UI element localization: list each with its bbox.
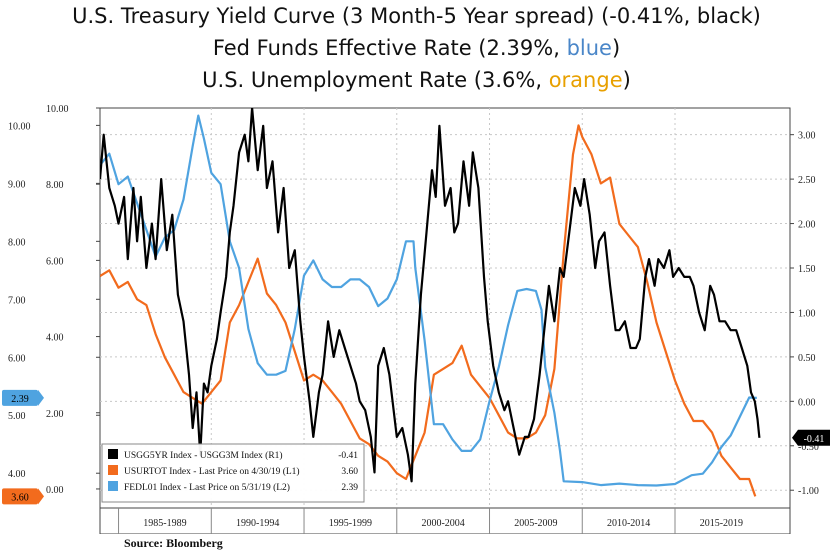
right-tick-label: -0.50 [798, 442, 819, 453]
spread-tag-box [792, 429, 830, 446]
source-note: Source: Bloomberg [124, 536, 223, 550]
right-axis-spread: 3.00 2.50 2.00 1.50 1.00 0.50 0.00 -0.50 -1.00 [790, 131, 819, 497]
left-ff-tick-label: 10.00 [46, 104, 69, 115]
unemp-tag-arrow [38, 488, 44, 505]
left-unemp-tick-label: 8.00 [8, 237, 26, 248]
chart-svg: 10.00 9.00 8.00 7.00 6.00 5.00 4.00 10.00 8.00 6… [2, 104, 830, 534]
right-tick-label: -1.00 [798, 486, 819, 497]
series-line-1 [100, 124, 757, 497]
left-axis-fedfunds: 10.00 8.00 6.00 4.00 2.00 0.00 [46, 104, 100, 496]
legend-swatch [108, 481, 118, 491]
left-ff-tick-label: 2.00 [46, 409, 64, 420]
legend-label: USGG5YR Index - USGG3M Index (R1) [124, 450, 283, 461]
unemp-tag-label: 3.60 [11, 492, 29, 503]
title-line-3-highlight: orange [548, 68, 623, 92]
left-ff-tick-label: 4.00 [46, 333, 64, 344]
title-line-3-suffix: ) [622, 68, 631, 92]
legend-value: 2.39 [341, 483, 358, 493]
left-unemp-tick-label: 6.00 [8, 353, 26, 364]
left-unemp-tick-label: 7.00 [8, 295, 26, 306]
left-ff-tick-label: 8.00 [46, 180, 64, 191]
right-tick-label: 0.50 [798, 353, 816, 364]
right-tick-label: 0.00 [798, 397, 816, 408]
chart-titles: U.S. Treasury Yield Curve (3 Month-5 Yea… [0, 0, 833, 96]
legend-label: FEDL01 Index - Last Price on 5/31/19 (L2… [124, 482, 290, 493]
chart-title-line-1: U.S. Treasury Yield Curve (3 Month-5 Yea… [0, 0, 833, 32]
right-tick-label: 2.50 [798, 175, 816, 186]
x-tick-label: 1995-1999 [329, 518, 372, 529]
fedfunds-tag-arrow [38, 389, 44, 406]
x-tick-label: 2015-2019 [700, 518, 743, 529]
fedfunds-tag-box [2, 389, 38, 406]
chart-title-line-2: Fed Funds Effective Rate (2.39%, blue) [0, 32, 833, 64]
legend: USGG5YR Index - USGG3M Index (R1) -0.41 US… [101, 443, 365, 503]
last-value-tags: 2.39 3.60 -0.41 [2, 389, 830, 505]
unemp-tag-box [2, 488, 38, 505]
spread-tag-label: -0.41 [804, 434, 825, 445]
right-tick-label: 3.00 [798, 131, 816, 142]
series-lines [100, 108, 761, 497]
legend-swatch [108, 449, 118, 459]
right-tick-label: 1.50 [798, 264, 816, 275]
x-tick-label: 1990-1994 [236, 518, 279, 529]
left-ff-tick-label: 6.00 [46, 256, 64, 267]
left-axis-unemployment: 10.00 9.00 8.00 7.00 6.00 5.00 4.00 [8, 121, 100, 480]
series-line-2 [100, 114, 757, 487]
right-tick-label: 1.00 [798, 308, 816, 319]
title-line-2-prefix: Fed Funds Effective Rate (2.39%, [212, 36, 567, 60]
series-line-0 [100, 108, 761, 483]
left-unemp-tick-label: 10.00 [8, 121, 31, 132]
title-line-2-suffix: ) [611, 36, 621, 60]
title-line-3-prefix: U.S. Unemployment Rate (3.6%, [202, 68, 549, 92]
x-tick-label: 2005-2009 [514, 518, 557, 529]
chart-title-line-3: U.S. Unemployment Rate (3.6%, orange) [0, 64, 833, 96]
right-tick-label: 2.00 [798, 220, 816, 231]
x-tick-label: 2010-2014 [607, 518, 650, 529]
x-tick-label: 1985-1989 [143, 518, 186, 529]
x-axis-labels: 1985-1989 1990-1994 1995-1999 2000-2004 2005… [99, 507, 791, 534]
fedfunds-tag-label: 2.39 [11, 394, 29, 405]
left-unemp-tick-label: 4.00 [8, 469, 26, 480]
legend-value: 3.60 [341, 467, 358, 477]
legend-swatch [108, 465, 118, 475]
legend-box [101, 443, 365, 503]
title-line-2-highlight: blue [566, 36, 612, 60]
legend-value: -0.41 [338, 451, 358, 461]
left-unemp-tick-label: 9.00 [8, 179, 26, 190]
left-ff-tick-label: 0.00 [46, 485, 64, 496]
title-line-1-text: U.S. Treasury Yield Curve (3 Month-5 Yea… [72, 4, 761, 28]
left-unemp-tick-label: 5.00 [8, 411, 26, 422]
legend-label: USURTOT Index - Last Price on 4/30/19 (L… [124, 466, 300, 477]
x-tick-label: 2000-2004 [421, 518, 464, 529]
